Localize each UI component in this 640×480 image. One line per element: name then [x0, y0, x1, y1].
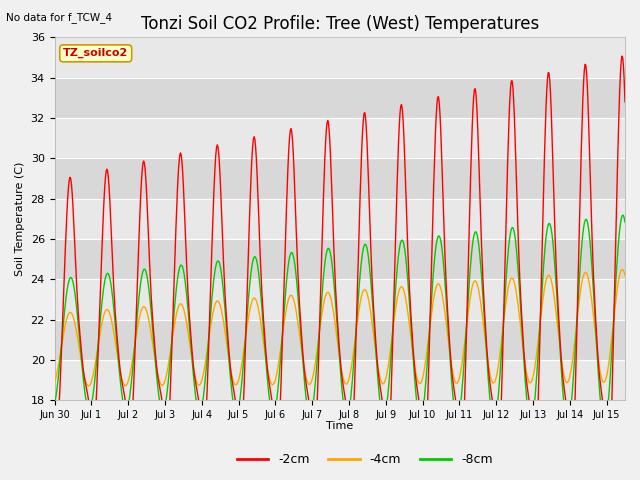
-2cm [51, 417, 58, 423]
Line: -2cm: -2cm [54, 56, 625, 457]
-8cm [131, 347, 138, 352]
-4cm [316, 324, 324, 329]
Y-axis label: Soil Temperature (C): Soil Temperature (C) [15, 162, 25, 276]
-4cm [53, 371, 61, 376]
-4cm [295, 325, 303, 331]
X-axis label: Time: Time [326, 421, 353, 432]
Title: Tonzi Soil CO2 Profile: Tree (West) Temperatures: Tonzi Soil CO2 Profile: Tree (West) Temp… [141, 15, 539, 33]
-2cm [53, 424, 61, 430]
-8cm [51, 401, 58, 407]
-8cm [316, 326, 323, 332]
-2cm [474, 121, 481, 127]
-8cm [460, 364, 468, 370]
-2cm [621, 99, 629, 105]
-8cm [621, 219, 629, 225]
Line: -4cm: -4cm [54, 270, 625, 386]
Bar [54, 118, 625, 158]
Bar [54, 239, 625, 279]
Text: TZ_soilco2: TZ_soilco2 [63, 48, 129, 59]
-8cm [619, 212, 627, 218]
-8cm [600, 421, 608, 427]
-4cm [621, 273, 629, 278]
Bar [54, 320, 625, 360]
-4cm [84, 383, 92, 389]
-4cm [461, 341, 468, 347]
-2cm [316, 329, 323, 335]
-2cm [604, 454, 612, 460]
Text: No data for f_TCW_4: No data for f_TCW_4 [6, 12, 113, 23]
Bar [54, 37, 625, 78]
-4cm [618, 267, 626, 273]
-8cm [474, 234, 481, 240]
-2cm [618, 53, 626, 59]
-4cm [131, 340, 139, 346]
Bar [54, 158, 625, 199]
-8cm [53, 387, 61, 393]
-8cm [294, 293, 301, 299]
Bar [54, 279, 625, 320]
Line: -8cm: -8cm [54, 215, 625, 424]
-4cm [51, 379, 58, 385]
-2cm [294, 270, 301, 276]
Legend: -2cm, -4cm, -8cm: -2cm, -4cm, -8cm [232, 448, 498, 471]
-4cm [474, 286, 482, 291]
-2cm [131, 365, 138, 371]
Bar [54, 78, 625, 118]
Bar [54, 360, 625, 400]
-2cm [460, 418, 468, 424]
Bar [54, 199, 625, 239]
